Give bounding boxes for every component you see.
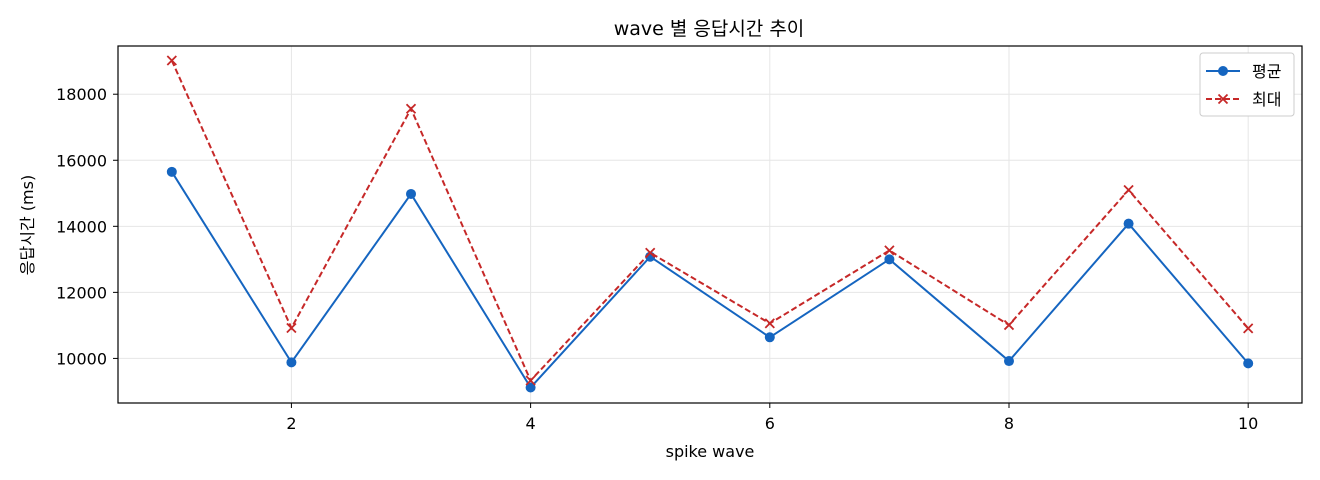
y-tick-label: 12000 <box>56 283 107 302</box>
legend-marker-avg <box>1218 66 1228 76</box>
data-point <box>166 166 177 177</box>
legend: 평균 최대 <box>1199 52 1295 117</box>
data-point <box>1003 319 1015 331</box>
x-tick-label: 2 <box>286 414 296 433</box>
legend-marker-max <box>1217 93 1229 105</box>
x-tick-label: 8 <box>1004 414 1014 433</box>
data-point <box>1243 358 1254 369</box>
data-point <box>645 247 656 258</box>
x-tick-label: 6 <box>765 414 775 433</box>
y-tick-label: 16000 <box>56 151 107 170</box>
data-point <box>286 357 297 368</box>
data-point <box>1003 356 1014 367</box>
grid-lines <box>118 46 1302 403</box>
y-tick-label: 10000 <box>56 349 107 368</box>
data-point <box>764 318 775 329</box>
data-point <box>166 55 177 66</box>
data-point <box>764 332 775 343</box>
legend-label-avg: 평균 <box>1252 62 1281 81</box>
x-tick-label: 4 <box>526 414 536 433</box>
y-axis-ticks: 10000 12000 14000 16000 18000 <box>56 85 118 368</box>
data-point <box>884 254 895 265</box>
data-point <box>884 245 895 256</box>
data-point <box>1123 218 1134 229</box>
series-max <box>166 55 1254 386</box>
x-axis-label: spike wave <box>666 442 755 461</box>
series-avg <box>166 166 1254 393</box>
y-tick-label: 14000 <box>56 217 107 236</box>
data-point <box>405 103 417 114</box>
data-point <box>286 322 297 334</box>
chart-title: wave 별 응답시간 추이 <box>614 18 805 40</box>
x-axis-ticks: 2 4 6 8 10 <box>286 403 1258 433</box>
plot-frame <box>117 45 1303 404</box>
data-point <box>525 382 536 393</box>
data-point <box>525 375 536 386</box>
legend-label-max: 최대 <box>1252 90 1281 109</box>
data-point <box>406 188 417 199</box>
data-point <box>1243 323 1254 334</box>
data-point <box>1123 184 1134 196</box>
y-axis-label: 응답시간 (ms) <box>18 175 37 275</box>
series-layer <box>166 55 1254 393</box>
series-line <box>170 60 1249 383</box>
series-line <box>170 171 1249 390</box>
x-tick-label: 10 <box>1238 414 1258 433</box>
y-tick-label: 18000 <box>56 85 107 104</box>
